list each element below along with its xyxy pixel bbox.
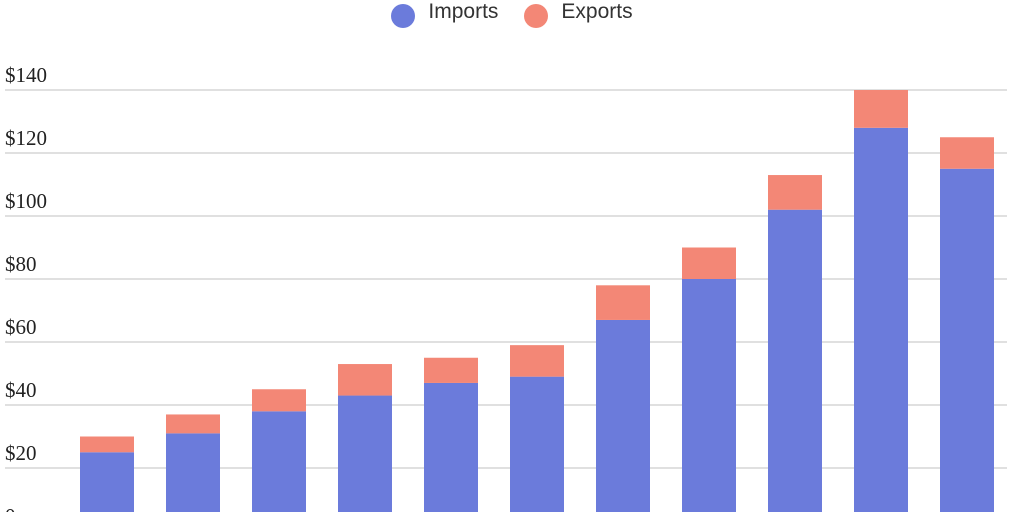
bar-imports-4[interactable] bbox=[338, 395, 392, 512]
bar-imports-2[interactable] bbox=[166, 433, 220, 512]
y-tick-label: $20 bbox=[5, 441, 37, 465]
legend-label-exports: Exports bbox=[561, 0, 633, 23]
bar-exports-2[interactable] bbox=[166, 414, 220, 434]
y-tick-label: $140 bbox=[5, 63, 47, 87]
bar-imports-11[interactable] bbox=[940, 168, 994, 512]
y-tick-label: $60 bbox=[5, 315, 37, 339]
legend-label-imports: Imports bbox=[428, 0, 499, 23]
bar-exports-1[interactable] bbox=[80, 436, 134, 453]
bar-exports-11[interactable] bbox=[940, 137, 994, 169]
bar-exports-5[interactable] bbox=[424, 357, 478, 383]
bar-imports-6[interactable] bbox=[510, 376, 564, 512]
bar-imports-7[interactable] bbox=[596, 319, 650, 512]
bars bbox=[80, 90, 994, 512]
legend-swatch-imports bbox=[391, 4, 416, 28]
gridlines bbox=[5, 89, 1007, 469]
y-tick-label: $80 bbox=[5, 252, 37, 276]
bar-exports-10[interactable] bbox=[854, 90, 908, 128]
y-tick-label: 0 bbox=[5, 504, 16, 512]
bar-imports-8[interactable] bbox=[682, 279, 736, 512]
bar-imports-9[interactable] bbox=[768, 209, 822, 512]
bar-exports-4[interactable] bbox=[338, 364, 392, 396]
y-tick-label: $40 bbox=[5, 378, 37, 402]
bar-imports-1[interactable] bbox=[80, 452, 134, 512]
bar-exports-8[interactable] bbox=[682, 247, 736, 280]
bar-imports-5[interactable] bbox=[424, 382, 478, 512]
bar-imports-3[interactable] bbox=[252, 411, 306, 512]
bar-imports-10[interactable] bbox=[854, 127, 908, 512]
legend-item-exports[interactable]: Exports bbox=[524, 0, 633, 28]
y-tick-label: $120 bbox=[5, 126, 47, 150]
legend-swatch-exports bbox=[524, 4, 549, 28]
bar-exports-3[interactable] bbox=[252, 389, 306, 412]
bar-exports-9[interactable] bbox=[768, 175, 822, 210]
y-axis-tick-labels: 0 $20 $40 $60 $80 $100 $120 $140 bbox=[5, 63, 47, 512]
bar-exports-7[interactable] bbox=[596, 285, 650, 320]
legend: Imports Exports bbox=[0, 0, 1024, 28]
bar-exports-6[interactable] bbox=[510, 345, 564, 377]
y-tick-label: $100 bbox=[5, 189, 47, 213]
legend-item-imports[interactable]: Imports bbox=[391, 0, 498, 28]
